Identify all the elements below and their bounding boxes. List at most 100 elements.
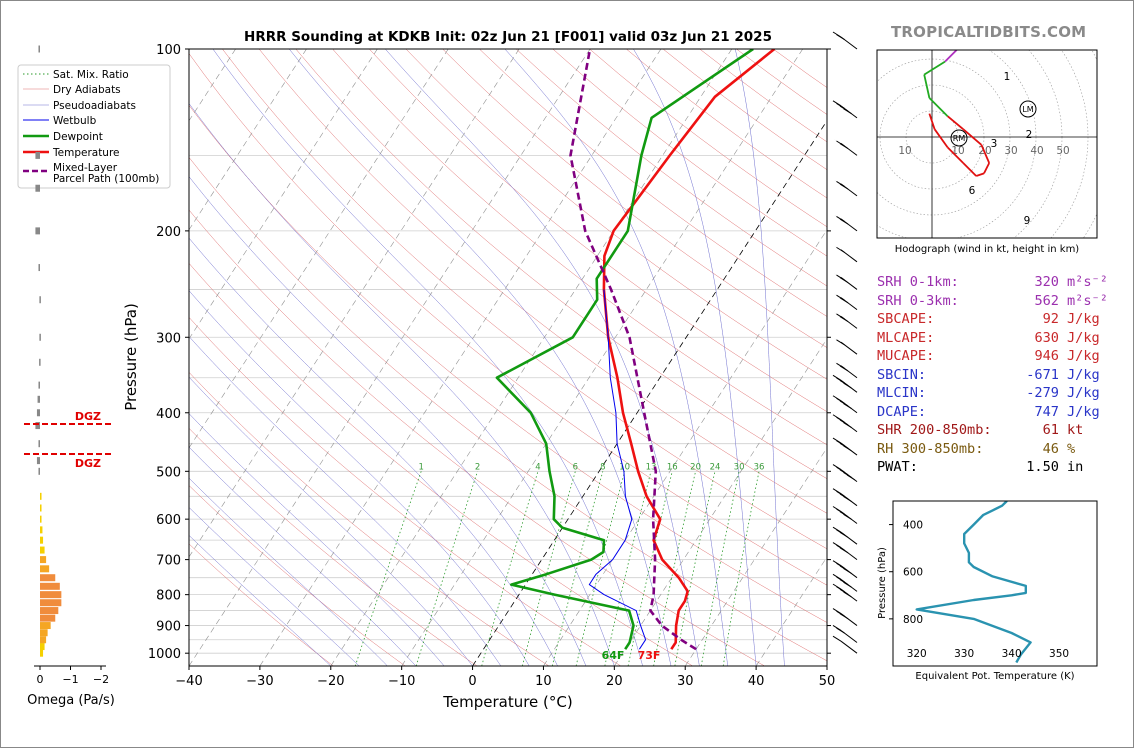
series-temperature <box>602 49 776 650</box>
omega-panel: DGZ DGZ 0 −1 −2 Omega (Pa/s) <box>24 45 115 708</box>
param-value: 46 <box>1042 440 1059 457</box>
series-mixed-layer-parcel-path-100mb- <box>569 49 697 651</box>
mixing-ratio-label: 24 <box>710 462 721 472</box>
wind-barb-feather <box>836 627 845 634</box>
hodograph-height-label: 2 <box>1026 129 1033 141</box>
param-value: 1.50 <box>1026 459 1059 475</box>
hodograph-ring-label: 40 <box>1030 145 1043 157</box>
omega-bar <box>40 574 56 582</box>
y-tick-label: 500 <box>156 465 181 480</box>
series-wetbulb <box>588 289 647 650</box>
mixing-ratio-line <box>481 471 539 666</box>
dry-adiabat <box>222 49 827 550</box>
omega-bar <box>39 358 41 366</box>
y-tick-label: 700 <box>156 554 181 569</box>
theta-e-panel: 400 600 800 320 330 340 350 Equivalent Pot. Tem… <box>877 500 1098 682</box>
isotherm-line <box>189 49 520 558</box>
param-label: SRH 0-1km: <box>877 274 959 290</box>
omega-bar <box>39 296 41 304</box>
theta-e-frame <box>892 500 1098 667</box>
omega-bar <box>40 504 42 512</box>
param-label: DCAPE: <box>877 403 927 420</box>
hodograph-frame <box>876 49 1098 239</box>
param-value: -671 <box>1026 366 1059 383</box>
pseudoadiabat <box>504 49 729 666</box>
hodograph-segment <box>975 172 985 177</box>
omega-bar <box>38 45 40 53</box>
param-label: SHR 200-850mb: <box>877 422 992 438</box>
omega-bar <box>35 422 40 430</box>
mixing-ratio-line <box>653 471 696 666</box>
dry-adiabat <box>189 485 406 666</box>
mixing-ratio-line <box>415 471 478 666</box>
omega-bar <box>36 409 40 417</box>
omega-bar <box>40 643 45 651</box>
param-label: MLCAPE: <box>877 329 935 346</box>
param-unit: m²s⁻² <box>1067 274 1108 290</box>
wind-barb-feather <box>839 547 849 554</box>
omega-bar <box>38 264 40 272</box>
wind-barb-feather <box>843 422 852 428</box>
y-tick-label: 200 <box>156 225 181 240</box>
omega-tick-label: −2 <box>93 673 109 686</box>
isotherm-line <box>401 49 803 666</box>
dry-adiabat <box>189 427 478 666</box>
x-tick-label: 40 <box>748 674 765 689</box>
hodograph-segment <box>980 144 991 164</box>
omega-bar <box>40 629 48 637</box>
isotherm-line <box>259 49 662 666</box>
wind-barb-feather <box>839 297 849 304</box>
dgz-label: DGZ <box>75 457 101 470</box>
param-unit: J/kg <box>1067 329 1100 346</box>
x-tick-label: −20 <box>317 674 344 689</box>
omega-bar <box>40 536 44 544</box>
wind-barb-shaft <box>840 640 858 654</box>
param-label: MLCIN: <box>877 385 927 401</box>
param-unit: in <box>1067 459 1084 475</box>
isotherm-line <box>684 447 827 666</box>
dry-adiabat <box>189 316 621 666</box>
x-tick-label: 50 <box>819 674 836 689</box>
y-tick-label: 400 <box>156 407 181 422</box>
theta-e-x-tick-label: 350 <box>1049 648 1069 660</box>
omega-bar <box>40 636 47 644</box>
y-tick-label: 1000 <box>148 647 181 662</box>
wind-barb-feather <box>843 108 852 115</box>
mixing-ratio-label: 2 <box>475 462 480 472</box>
omega-bar <box>35 184 40 192</box>
pseudoadiabat <box>189 176 587 666</box>
omega-bar <box>40 526 43 534</box>
param-row: MLCAPE: 630 J/kg <box>877 329 1108 348</box>
hodograph-ring-label: 50 <box>1056 145 1069 157</box>
param-row: DCAPE: 747 J/kg <box>877 403 1108 422</box>
series-dewpoint <box>495 49 754 650</box>
param-unit: J/kg <box>1067 385 1100 401</box>
wind-barb-feather <box>843 568 852 574</box>
wind-barb-feather <box>843 591 852 598</box>
param-value: 946 <box>1034 348 1059 364</box>
pseudoadiabat <box>189 290 530 666</box>
theta-e-x-axis-label: Equivalent Pot. Temperature (K) <box>915 671 1074 682</box>
param-value: 61 <box>1042 422 1059 438</box>
skewt-diagram: 1 2 4 6 8 10 13 16 20 24 30 36100200300400500600700… <box>17 31 858 711</box>
wind-barb-feather <box>839 218 849 225</box>
pseudoadiabat <box>189 376 473 666</box>
y-tick-label: 300 <box>156 331 181 346</box>
pseudoadiabat <box>734 49 785 666</box>
isotherm-line <box>614 338 827 666</box>
param-value: 630 <box>1034 329 1059 346</box>
wind-barb-feather <box>843 445 852 452</box>
param-label: SRH 0-3km: <box>877 292 959 309</box>
wind-barbs <box>832 31 858 654</box>
dry-adiabat <box>405 49 827 380</box>
omega-tick-label: −1 <box>62 673 78 686</box>
hodograph-segment <box>923 60 946 76</box>
pseudoadiabat <box>189 102 615 666</box>
dry-adiabat <box>479 49 827 317</box>
pseudoadiabat <box>189 507 360 666</box>
wind-barb-feather <box>839 183 849 190</box>
param-row: SBCIN: -671 J/kg <box>877 366 1108 385</box>
isotherm-line <box>189 49 449 449</box>
legend-label: Mixed-Layer <box>53 162 118 174</box>
